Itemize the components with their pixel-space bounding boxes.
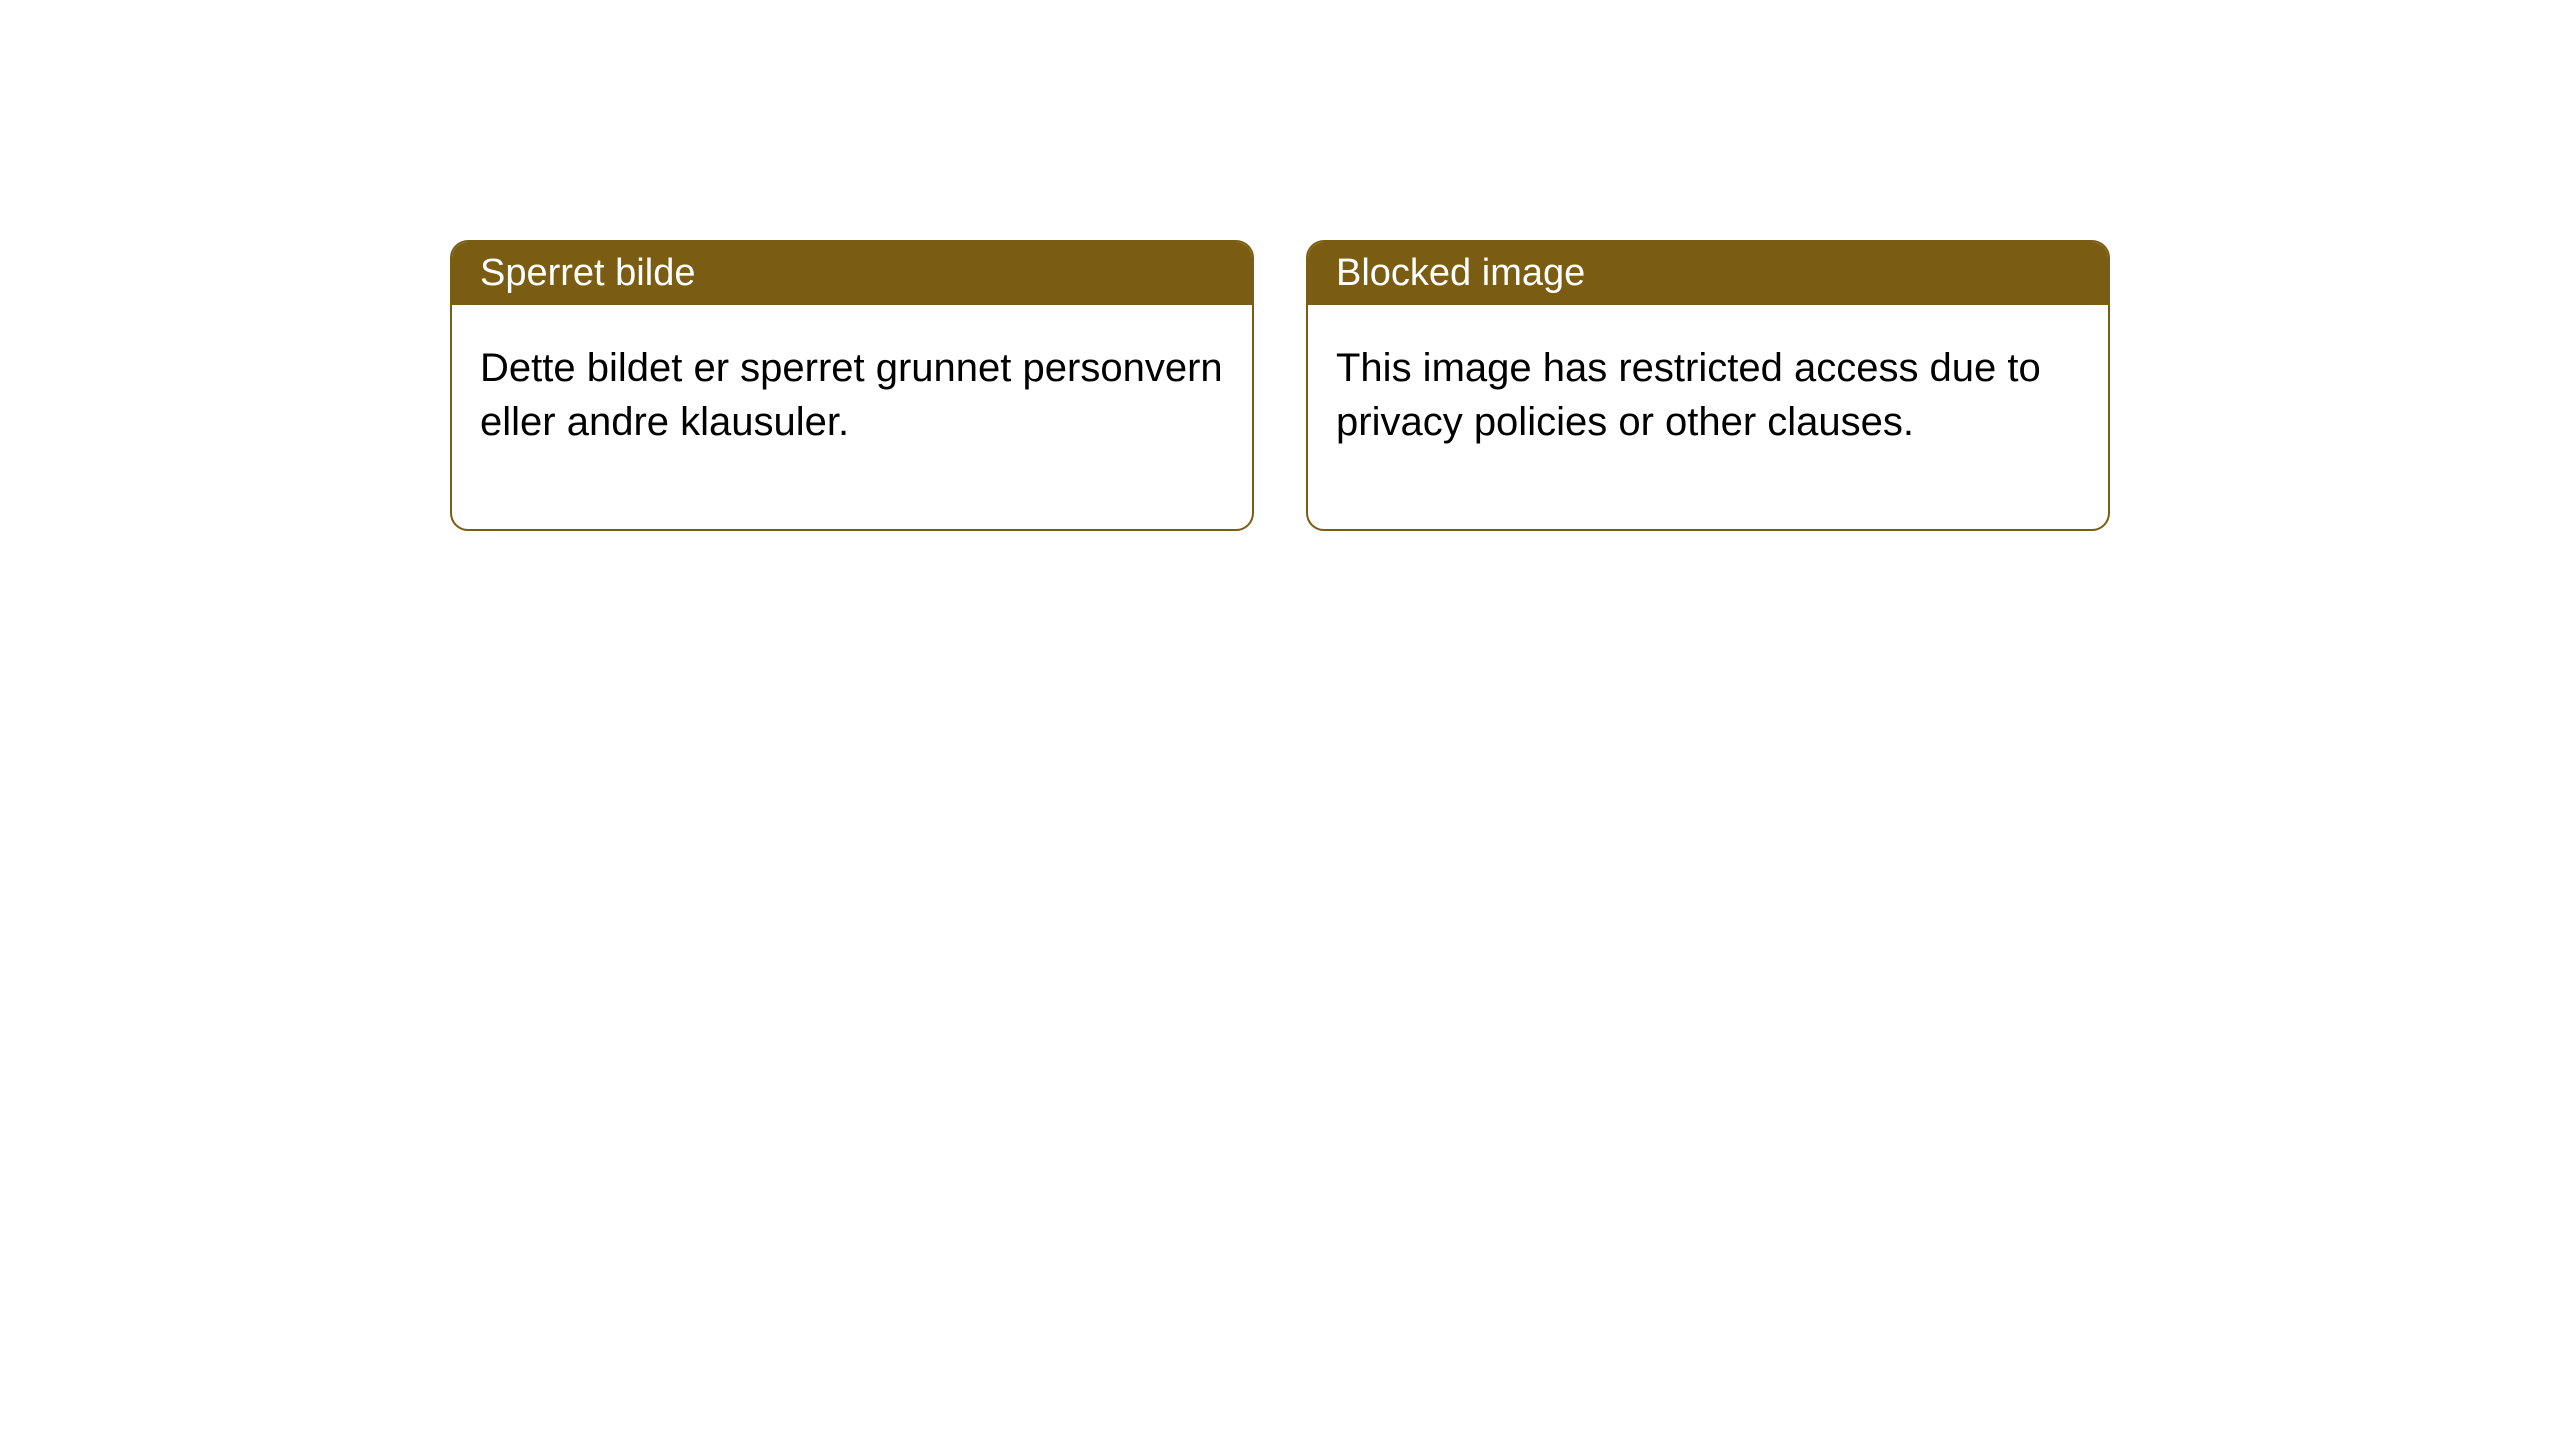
notice-card-english: Blocked image This image has restricted …	[1306, 240, 2110, 531]
card-body-text: Dette bildet er sperret grunnet personve…	[480, 346, 1223, 444]
notice-container: Sperret bilde Dette bildet er sperret gr…	[0, 0, 2560, 531]
card-header: Sperret bilde	[452, 242, 1252, 305]
card-header: Blocked image	[1308, 242, 2108, 305]
card-body: This image has restricted access due to …	[1308, 305, 2108, 529]
card-body: Dette bildet er sperret grunnet personve…	[452, 305, 1252, 529]
card-body-text: This image has restricted access due to …	[1336, 346, 2041, 444]
card-header-text: Sperret bilde	[480, 252, 695, 294]
notice-card-norwegian: Sperret bilde Dette bildet er sperret gr…	[450, 240, 1254, 531]
card-header-text: Blocked image	[1336, 252, 1585, 294]
